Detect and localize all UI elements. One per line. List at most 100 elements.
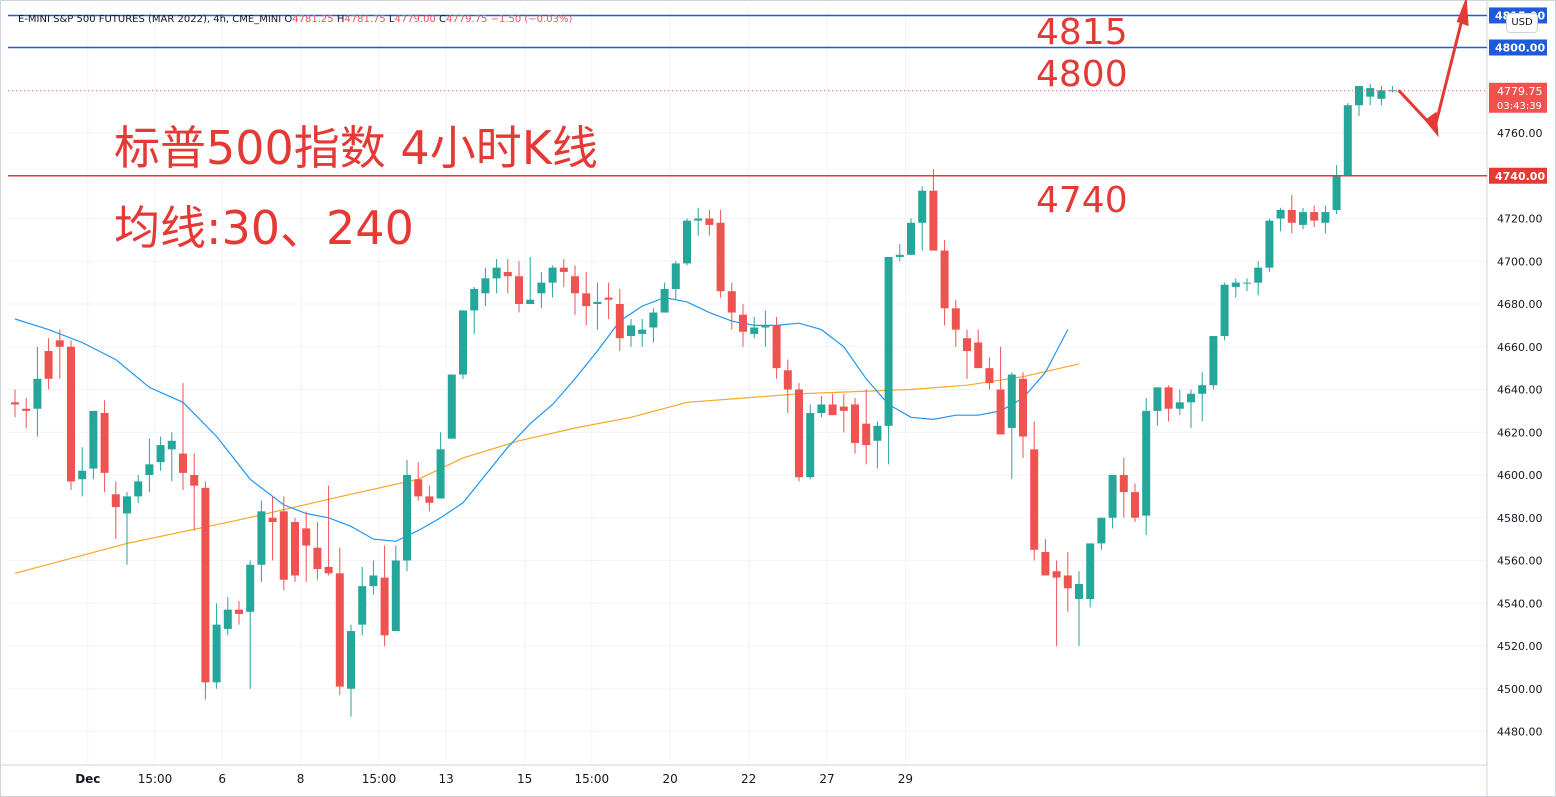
candle-body (1265, 220, 1274, 268)
candle-up (89, 410, 98, 480)
candle-up (459, 310, 467, 379)
candle-up (1265, 218, 1274, 272)
candle-up (683, 218, 691, 266)
candle-down (974, 329, 983, 369)
candle-up (123, 492, 131, 565)
candle-body (279, 511, 288, 580)
candle-down (425, 485, 434, 512)
candle-body (246, 564, 255, 612)
candle-up (223, 596, 232, 636)
candle-body (1108, 475, 1117, 518)
candle-up (246, 560, 255, 689)
candle-up (694, 207, 703, 236)
candle-down (22, 398, 31, 428)
y-tick-label: 4560.00 (1497, 555, 1543, 568)
candle-up (526, 256, 535, 304)
candle-body (1243, 282, 1251, 284)
x-tick-labels: Dec 15:00 6 8 15:00 13 15 15:00 20 22 27 29 (75, 772, 913, 786)
candle-down (179, 383, 187, 490)
candle-down (324, 485, 333, 576)
y-tick-label: 4760.00 (1497, 127, 1543, 140)
candle-body (1052, 571, 1061, 578)
candle-body (503, 271, 512, 277)
candle-up (1097, 517, 1106, 550)
candle-body (761, 325, 770, 328)
candle-body (1343, 105, 1352, 176)
candle-body (1332, 175, 1341, 210)
candle-up (1332, 165, 1341, 215)
candle-up (403, 460, 411, 572)
x-tick-label: Dec (75, 772, 100, 786)
candle-body (111, 494, 120, 508)
annotation-level-4740: 4740 (1036, 180, 1128, 221)
candle-body (1007, 374, 1016, 428)
forecast-arrow-up-head (1456, 0, 1469, 27)
y-tick-label: 4640.00 (1497, 384, 1543, 397)
candle-body (1276, 209, 1285, 219)
y-tick-label: 4580.00 (1497, 512, 1543, 525)
candle-body (1097, 517, 1106, 544)
price-box-4800: 4800.00 (1495, 42, 1545, 55)
candle-up (1220, 282, 1229, 341)
candle-body (907, 222, 915, 255)
candle-up (369, 560, 378, 595)
currency-button[interactable]: USD (1506, 13, 1538, 33)
y-tick-label: 4660.00 (1497, 341, 1543, 354)
y-tick-label: 4680.00 (1497, 298, 1543, 311)
candle-body (772, 325, 781, 369)
candle-body (179, 453, 187, 473)
y-tick-label: 4520.00 (1497, 640, 1543, 653)
candle-down (335, 547, 344, 696)
candle-up (1075, 571, 1083, 646)
candle-up (1388, 85, 1397, 93)
candle-body (671, 263, 680, 290)
candle-down (201, 481, 210, 700)
candle-body (1231, 282, 1240, 287)
candle-down (951, 299, 960, 347)
candle-up (447, 374, 456, 439)
candle-down (100, 400, 109, 493)
candle-body (391, 560, 400, 632)
candle-body (929, 190, 938, 251)
candle-body (123, 496, 131, 514)
annotation-title: 标普500指数 4小时K线 (114, 121, 598, 175)
candle-body (750, 327, 759, 334)
price-box-4800-bg (1489, 39, 1547, 56)
y-tick-label: 4500.00 (1497, 683, 1543, 696)
x-tick-label: 6 (218, 772, 226, 786)
candle-up (873, 421, 882, 469)
candle-body (459, 310, 467, 375)
candle-body (1209, 336, 1218, 386)
candle-body (257, 511, 266, 565)
candle-up (1366, 83, 1375, 106)
candle-down (190, 453, 199, 531)
candle-up (660, 282, 669, 313)
candle-down (111, 481, 120, 540)
candle-body (683, 220, 691, 264)
high-value: 4781.75 (344, 14, 386, 25)
candle-body (1321, 212, 1330, 223)
candle-body (974, 342, 983, 369)
candle-up (1377, 85, 1386, 106)
candle-up (1321, 205, 1330, 234)
candle-body (817, 404, 826, 414)
candle-down (1041, 539, 1050, 576)
candle-down (302, 511, 311, 582)
candle-body (739, 314, 747, 332)
candle-up (1187, 389, 1195, 428)
candle-body (470, 289, 479, 311)
candle-body (705, 218, 714, 225)
candle-down (929, 169, 938, 251)
candle-body (727, 291, 736, 313)
candle-body (1310, 212, 1319, 221)
last-price-box-bg (1489, 82, 1547, 113)
candle-down (582, 271, 591, 326)
candle-up (470, 286, 479, 334)
candle-body (1187, 393, 1195, 403)
open-label: O (284, 14, 293, 25)
candle-body (1377, 90, 1386, 99)
candle-body (78, 470, 87, 480)
candle-down (772, 316, 781, 379)
candle-body (414, 479, 423, 497)
